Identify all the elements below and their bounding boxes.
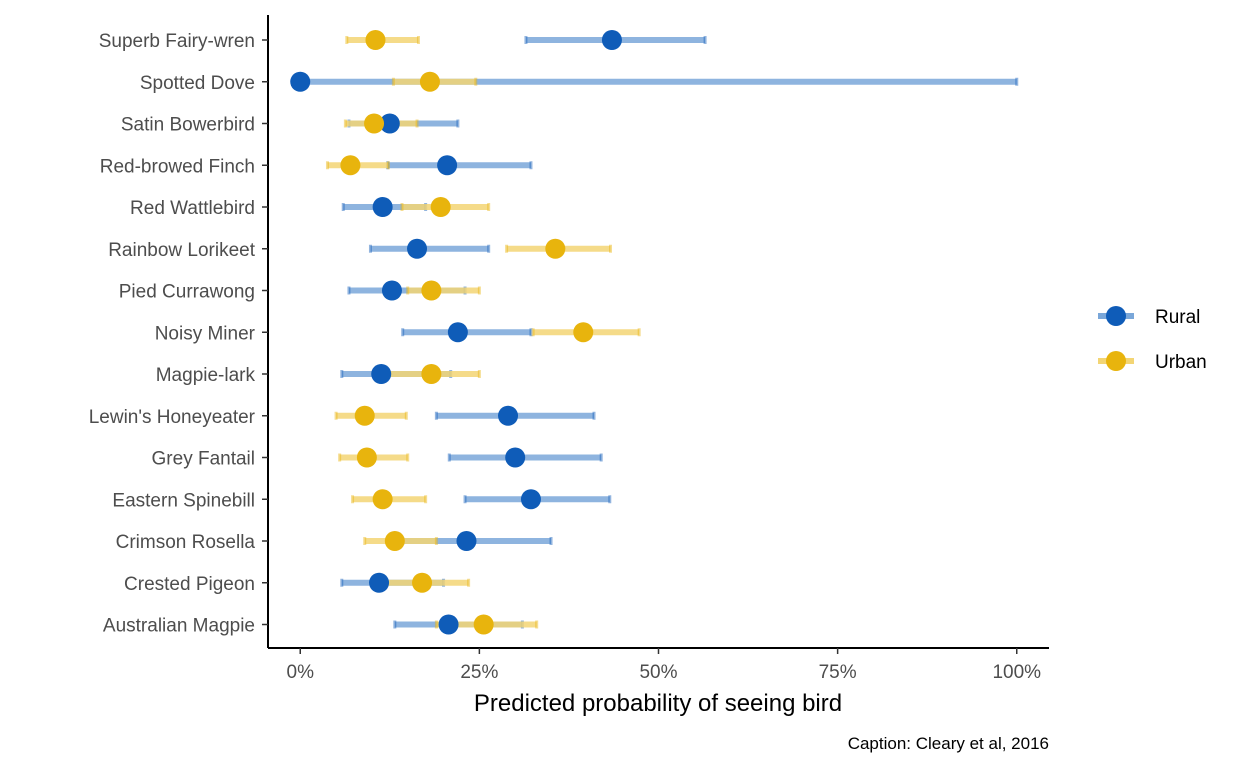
point-rural-rainbow-lorikeet <box>407 238 428 259</box>
x-tick-label: 50% <box>639 662 677 683</box>
point-rural-lewin-s-honeyeater <box>498 405 519 426</box>
y-tick-label-red-browed-finch: Red-browed Finch <box>100 156 255 177</box>
y-tick-label-magpie-lark: Magpie-lark <box>156 365 256 386</box>
point-urban-pied-currawong <box>421 280 442 301</box>
y-tick-label-eastern-spinebill: Eastern Spinebill <box>112 490 255 511</box>
x-axis-title: Predicted probability of seeing bird <box>474 690 842 717</box>
legend: Rural Urban <box>1098 306 1207 373</box>
point-rural-noisy-miner <box>447 322 468 343</box>
plot-area <box>290 30 1019 635</box>
point-urban-rainbow-lorikeet <box>545 238 566 259</box>
y-tick-label-spotted-dove: Spotted Dove <box>140 73 255 94</box>
point-rural-satin-bowerbird <box>379 113 400 134</box>
y-tick-label-grey-fantail: Grey Fantail <box>152 449 255 470</box>
point-rural-superb-fairy-wren <box>601 30 622 50</box>
point-urban-noisy-miner <box>573 322 594 343</box>
point-urban-crested-pigeon <box>412 572 433 593</box>
x-tick-label: 25% <box>460 662 498 683</box>
y-tick-label-australian-magpie: Australian Magpie <box>103 616 255 637</box>
point-rural-red-browed-finch <box>437 155 458 176</box>
point-rural-crimson-rosella <box>456 531 477 551</box>
legend-label-rural: Rural <box>1155 307 1200 328</box>
point-urban-superb-fairy-wren <box>365 30 386 50</box>
point-urban-grey-fantail <box>356 447 377 468</box>
y-tick-label-noisy-miner: Noisy Miner <box>155 323 256 344</box>
x-tick-label: 100% <box>992 662 1041 683</box>
point-rural-eastern-spinebill <box>520 489 541 510</box>
chart-caption: Caption: Cleary et al, 2016 <box>848 734 1049 753</box>
legend-key-point-rural <box>1106 306 1126 326</box>
point-urban-satin-bowerbird <box>364 113 385 134</box>
y-tick-label-crested-pigeon: Crested Pigeon <box>124 574 255 595</box>
point-urban-eastern-spinebill <box>372 489 393 510</box>
y-tick-label-crimson-rosella: Crimson Rosella <box>116 532 256 553</box>
point-rural-grey-fantail <box>505 447 526 468</box>
point-urban-lewin-s-honeyeater <box>354 405 375 426</box>
point-urban-australian-magpie <box>473 614 494 635</box>
point-rural-australian-magpie <box>438 614 459 635</box>
x-tick-label: 0% <box>287 662 315 683</box>
y-tick-label-satin-bowerbird: Satin Bowerbird <box>121 115 255 136</box>
legend-label-urban: Urban <box>1155 352 1207 373</box>
point-urban-spotted-dove <box>419 71 440 92</box>
y-tick-label-red-wattlebird: Red Wattlebird <box>130 198 255 219</box>
point-rural-spotted-dove <box>290 71 311 92</box>
point-urban-crimson-rosella <box>384 531 405 551</box>
point-urban-magpie-lark <box>421 364 442 384</box>
y-axis: Superb Fairy-wren Spotted Dove Satin Bower… <box>89 15 269 648</box>
y-tick-label-rainbow-lorikeet: Rainbow Lorikeet <box>108 240 256 261</box>
y-tick-label-superb-fairy-wren: Superb Fairy-wren <box>99 31 255 52</box>
x-tick-label: 75% <box>819 662 857 683</box>
y-tick-label-lewin-s-honeyeater: Lewin's Honeyeater <box>89 407 256 428</box>
point-rural-pied-currawong <box>381 280 402 301</box>
y-tick-label-pied-currawong: Pied Currawong <box>119 282 255 303</box>
point-rural-crested-pigeon <box>369 572 390 593</box>
point-rural-red-wattlebird <box>372 197 393 217</box>
point-rural-magpie-lark <box>371 364 392 384</box>
point-urban-red-browed-finch <box>340 155 361 176</box>
point-urban-red-wattlebird <box>430 197 451 217</box>
x-axis: 0% 25% 50% 75% 100% <box>268 647 1049 683</box>
legend-key-point-urban <box>1106 351 1126 371</box>
